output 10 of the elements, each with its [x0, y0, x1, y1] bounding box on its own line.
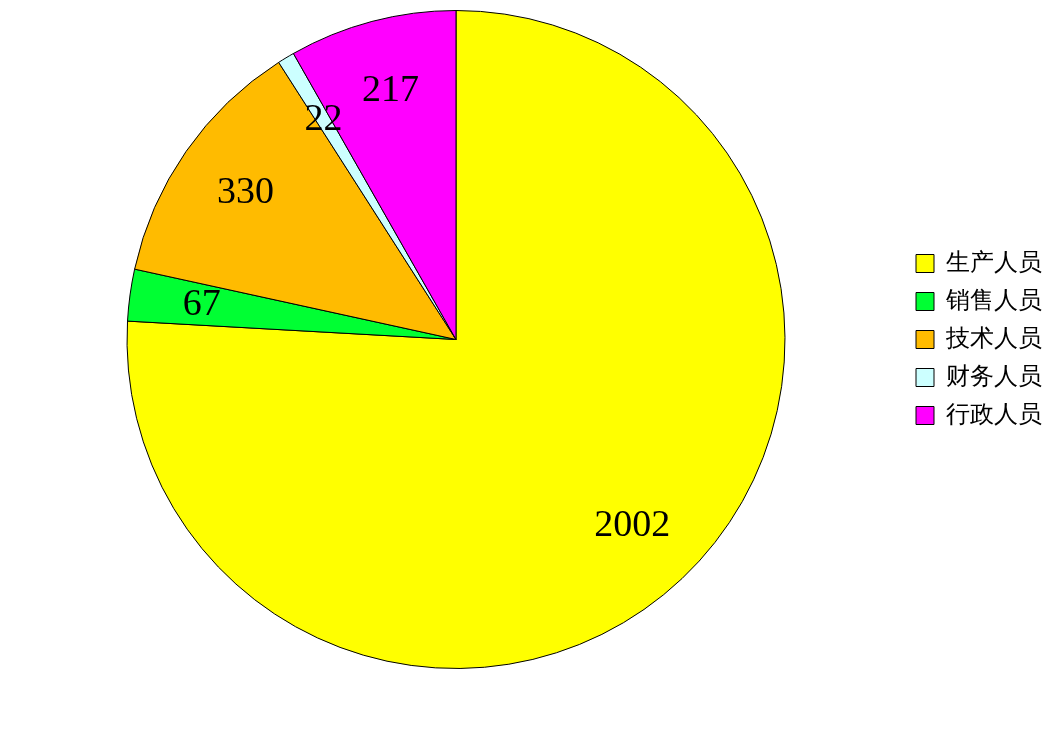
data-label: 2002	[594, 501, 671, 544]
legend-label: 技术人员	[945, 323, 1042, 352]
legend-label: 生产人员	[946, 247, 1042, 276]
legend-label: 销售人员	[945, 285, 1042, 314]
data-label: 67	[182, 280, 221, 323]
legend-label: 行政人员	[946, 399, 1042, 428]
data-label: 22	[304, 95, 343, 138]
data-label: 330	[216, 168, 274, 211]
legend-label: 财务人员	[946, 361, 1042, 390]
data-label: 217	[361, 67, 419, 110]
